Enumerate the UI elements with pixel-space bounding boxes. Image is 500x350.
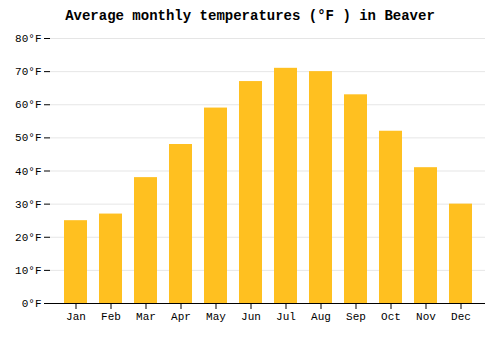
svg-text:40°F: 40°F: [15, 166, 41, 178]
svg-text:Apr: Apr: [171, 311, 191, 323]
svg-text:May: May: [206, 311, 226, 323]
svg-text:Feb: Feb: [101, 311, 121, 323]
svg-text:Dec: Dec: [451, 311, 471, 323]
svg-text:10°F: 10°F: [15, 265, 41, 277]
svg-text:50°F: 50°F: [15, 132, 41, 144]
svg-text:20°F: 20°F: [15, 232, 41, 244]
svg-text:70°F: 70°F: [15, 66, 41, 78]
svg-text:Oct: Oct: [381, 311, 401, 323]
svg-text:0°F: 0°F: [22, 298, 42, 310]
html-text:Average monthly temperatures (: Average monthly temperatures (°F ) in Be…: [65, 8, 435, 24]
svg-text:Aug: Aug: [311, 311, 331, 323]
svg-text:Sep: Sep: [346, 311, 366, 323]
svg-text:60°F: 60°F: [15, 99, 41, 111]
svg-text:80°F: 80°F: [15, 33, 41, 45]
svg-text:Jul: Jul: [276, 311, 296, 323]
svg-text:Nov: Nov: [416, 311, 436, 323]
svg-text:30°F: 30°F: [15, 199, 41, 211]
svg-text:Mar: Mar: [136, 311, 156, 323]
svg-text:Jun: Jun: [241, 311, 261, 323]
svg-text:Jan: Jan: [66, 311, 86, 323]
